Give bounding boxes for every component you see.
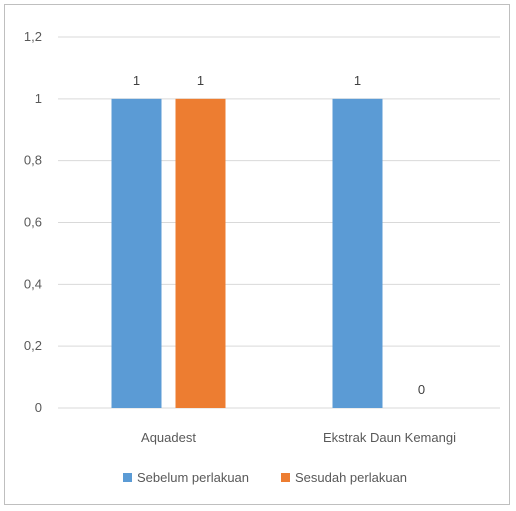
bar-sesudah-0 xyxy=(175,98,226,408)
data-label: 1 xyxy=(197,73,204,88)
legend-label: Sesudah perlakuan xyxy=(295,470,407,485)
data-label: 1 xyxy=(133,73,140,88)
bar-sebelum-0 xyxy=(111,98,162,408)
legend-swatch-sebelum xyxy=(123,473,132,482)
x-category-label: Ekstrak Daun Kemangi xyxy=(323,430,456,445)
legend-swatch-sesudah xyxy=(281,473,290,482)
y-tick-label: 0,6 xyxy=(24,215,42,230)
bar-sebelum-1 xyxy=(332,98,383,408)
y-tick-label: 0,8 xyxy=(24,153,42,168)
y-tick-label: 1 xyxy=(35,91,42,106)
chart-frame xyxy=(4,4,510,505)
y-tick-label: 0,4 xyxy=(24,276,42,291)
x-category-label: Aquadest xyxy=(141,430,196,445)
data-label: 1 xyxy=(354,73,361,88)
data-label: 0 xyxy=(418,382,425,397)
y-tick-label: 1,2 xyxy=(24,29,42,44)
y-tick-label: 0,2 xyxy=(24,338,42,353)
y-tick-label: 0 xyxy=(35,400,42,415)
legend-label: Sebelum perlakuan xyxy=(137,470,249,485)
